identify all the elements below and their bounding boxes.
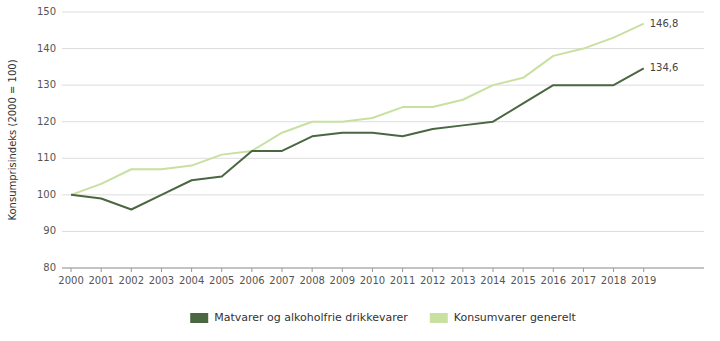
legend: Matvarer og alkoholfrie drikkevarer Konsu… bbox=[190, 311, 576, 324]
legend-swatch bbox=[430, 313, 448, 323]
legend-label: Matvarer og alkoholfrie drikkevarer bbox=[214, 311, 408, 324]
grid-line bbox=[62, 268, 704, 269]
grid-line bbox=[62, 194, 704, 195]
x-tick-label: 2010 bbox=[360, 275, 385, 286]
x-tick bbox=[583, 268, 584, 272]
x-tick-label: 2014 bbox=[480, 275, 505, 286]
y-tick-label: 80 bbox=[43, 262, 56, 273]
y-tick-label: 150 bbox=[37, 6, 56, 17]
x-tick bbox=[493, 268, 494, 272]
x-tick-label: 2007 bbox=[269, 275, 294, 286]
y-tick-label: 130 bbox=[37, 79, 56, 90]
grid-line bbox=[62, 231, 704, 232]
legend-item: Konsumvarer generelt bbox=[430, 311, 577, 324]
y-tick-label: 100 bbox=[37, 189, 56, 200]
x-tick bbox=[71, 268, 72, 272]
end-label: 146,8 bbox=[650, 18, 679, 29]
x-tick bbox=[191, 268, 192, 272]
x-axis-line bbox=[62, 268, 704, 269]
x-tick bbox=[101, 268, 102, 272]
grid-line bbox=[62, 12, 704, 13]
x-tick bbox=[251, 268, 252, 272]
x-tick-label: 2004 bbox=[179, 275, 204, 286]
grid bbox=[62, 12, 704, 268]
x-tick-label: 2008 bbox=[299, 275, 324, 286]
x-tick-label: 2013 bbox=[450, 275, 475, 286]
x-tick bbox=[282, 268, 283, 272]
x-tick-label: 2002 bbox=[119, 275, 144, 286]
grid-line bbox=[62, 121, 704, 122]
grid-line bbox=[62, 158, 704, 159]
y-tick-label: 110 bbox=[37, 152, 56, 163]
x-tick bbox=[613, 268, 614, 272]
chart-container: 80 90 100 110 120 130 140 150 2000 2001 2002 2003 20… bbox=[0, 0, 720, 341]
x-tick bbox=[161, 268, 162, 272]
x-tick bbox=[131, 268, 132, 272]
chart: 80 90 100 110 120 130 140 150 2000 2001 2002 2003 20… bbox=[0, 0, 720, 341]
x-tick bbox=[432, 268, 433, 272]
series-line bbox=[71, 68, 644, 209]
legend-swatch bbox=[190, 313, 208, 323]
x-tick bbox=[402, 268, 403, 272]
x-tick bbox=[312, 268, 313, 272]
x-tick-label: 2003 bbox=[149, 275, 174, 286]
x-tick-label: 2005 bbox=[209, 275, 234, 286]
x-tick-label: 2000 bbox=[58, 275, 83, 286]
x-tick-label: 2018 bbox=[601, 275, 626, 286]
x-tick-label: 2017 bbox=[571, 275, 596, 286]
x-tick bbox=[643, 268, 644, 272]
y-tick-label: 140 bbox=[37, 43, 56, 54]
x-tick bbox=[342, 268, 343, 272]
x-tick bbox=[221, 268, 222, 272]
end-label: 134,6 bbox=[650, 62, 679, 73]
legend-label: Konsumvarer generelt bbox=[454, 311, 577, 324]
x-tick bbox=[372, 268, 373, 272]
x-tick-label: 2006 bbox=[239, 275, 264, 286]
y-tick-label: 120 bbox=[37, 116, 56, 127]
y-axis-label: Konsumprisindeks (2000 = 100) bbox=[7, 59, 18, 220]
x-tick bbox=[462, 268, 463, 272]
x-tick-label: 2019 bbox=[631, 275, 656, 286]
grid-line bbox=[62, 48, 704, 49]
x-tick bbox=[523, 268, 524, 272]
legend-item: Matvarer og alkoholfrie drikkevarer bbox=[190, 311, 408, 324]
x-tick-label: 2009 bbox=[330, 275, 355, 286]
x-tick-label: 2001 bbox=[88, 275, 113, 286]
lines bbox=[71, 24, 644, 210]
x-tick-label: 2016 bbox=[541, 275, 566, 286]
x-tick-label: 2015 bbox=[510, 275, 535, 286]
x-tick-label: 2012 bbox=[420, 275, 445, 286]
x-tick bbox=[553, 268, 554, 272]
series-line bbox=[71, 24, 644, 195]
y-tick-label: 90 bbox=[43, 225, 56, 236]
x-tick-label: 2011 bbox=[390, 275, 415, 286]
